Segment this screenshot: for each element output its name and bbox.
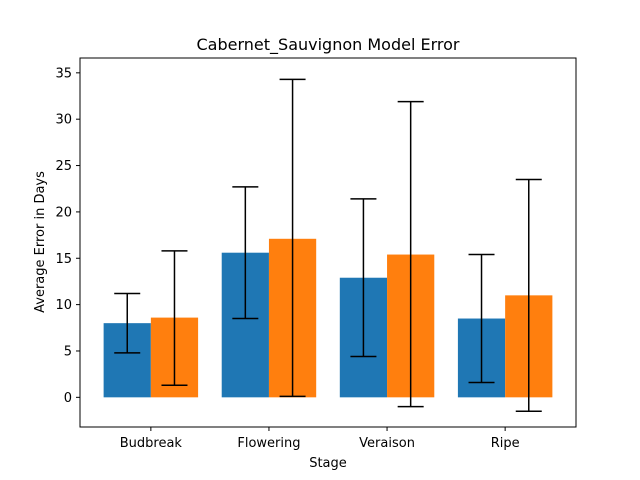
error-bar-series-2-ripe bbox=[515, 178, 542, 412]
error-bar-series-2-budbreak bbox=[161, 250, 188, 387]
y-axis: 0 5 10 15 20 25 30 35 bbox=[55, 66, 80, 406]
y-tick-label: 10 bbox=[55, 298, 72, 313]
error-bar-series-2-flowering bbox=[279, 78, 306, 398]
x-tick-label: Budbreak bbox=[120, 436, 183, 451]
chart-title: Cabernet_Sauvignon Model Error bbox=[197, 35, 460, 55]
x-axis: Budbreak Flowering Veraison Ripe bbox=[120, 427, 520, 451]
y-tick-label: 15 bbox=[55, 252, 72, 267]
error-bar-series-2-veraison bbox=[397, 100, 424, 408]
y-tick-label: 0 bbox=[64, 391, 72, 406]
x-tick-label: Ripe bbox=[491, 436, 520, 451]
y-tick-label: 30 bbox=[55, 113, 72, 128]
y-tick-label: 20 bbox=[55, 205, 72, 220]
x-tick-label: Veraison bbox=[359, 436, 415, 451]
y-axis-label: Average Error in Days bbox=[33, 171, 48, 313]
error-bar-series-1-veraison bbox=[350, 198, 377, 358]
x-axis-label: Stage bbox=[309, 456, 347, 471]
y-tick-label: 35 bbox=[55, 66, 72, 81]
plot-frame bbox=[79, 57, 577, 428]
error-bar-series-1-ripe bbox=[468, 253, 495, 384]
y-tick-label: 25 bbox=[55, 159, 72, 174]
y-tick-label: 5 bbox=[64, 344, 72, 359]
error-bar-series-1-flowering bbox=[232, 186, 259, 320]
error-bar-series-1-budbreak bbox=[114, 292, 141, 354]
errorbars-layer bbox=[114, 78, 542, 412]
x-tick-label: Flowering bbox=[237, 436, 300, 451]
